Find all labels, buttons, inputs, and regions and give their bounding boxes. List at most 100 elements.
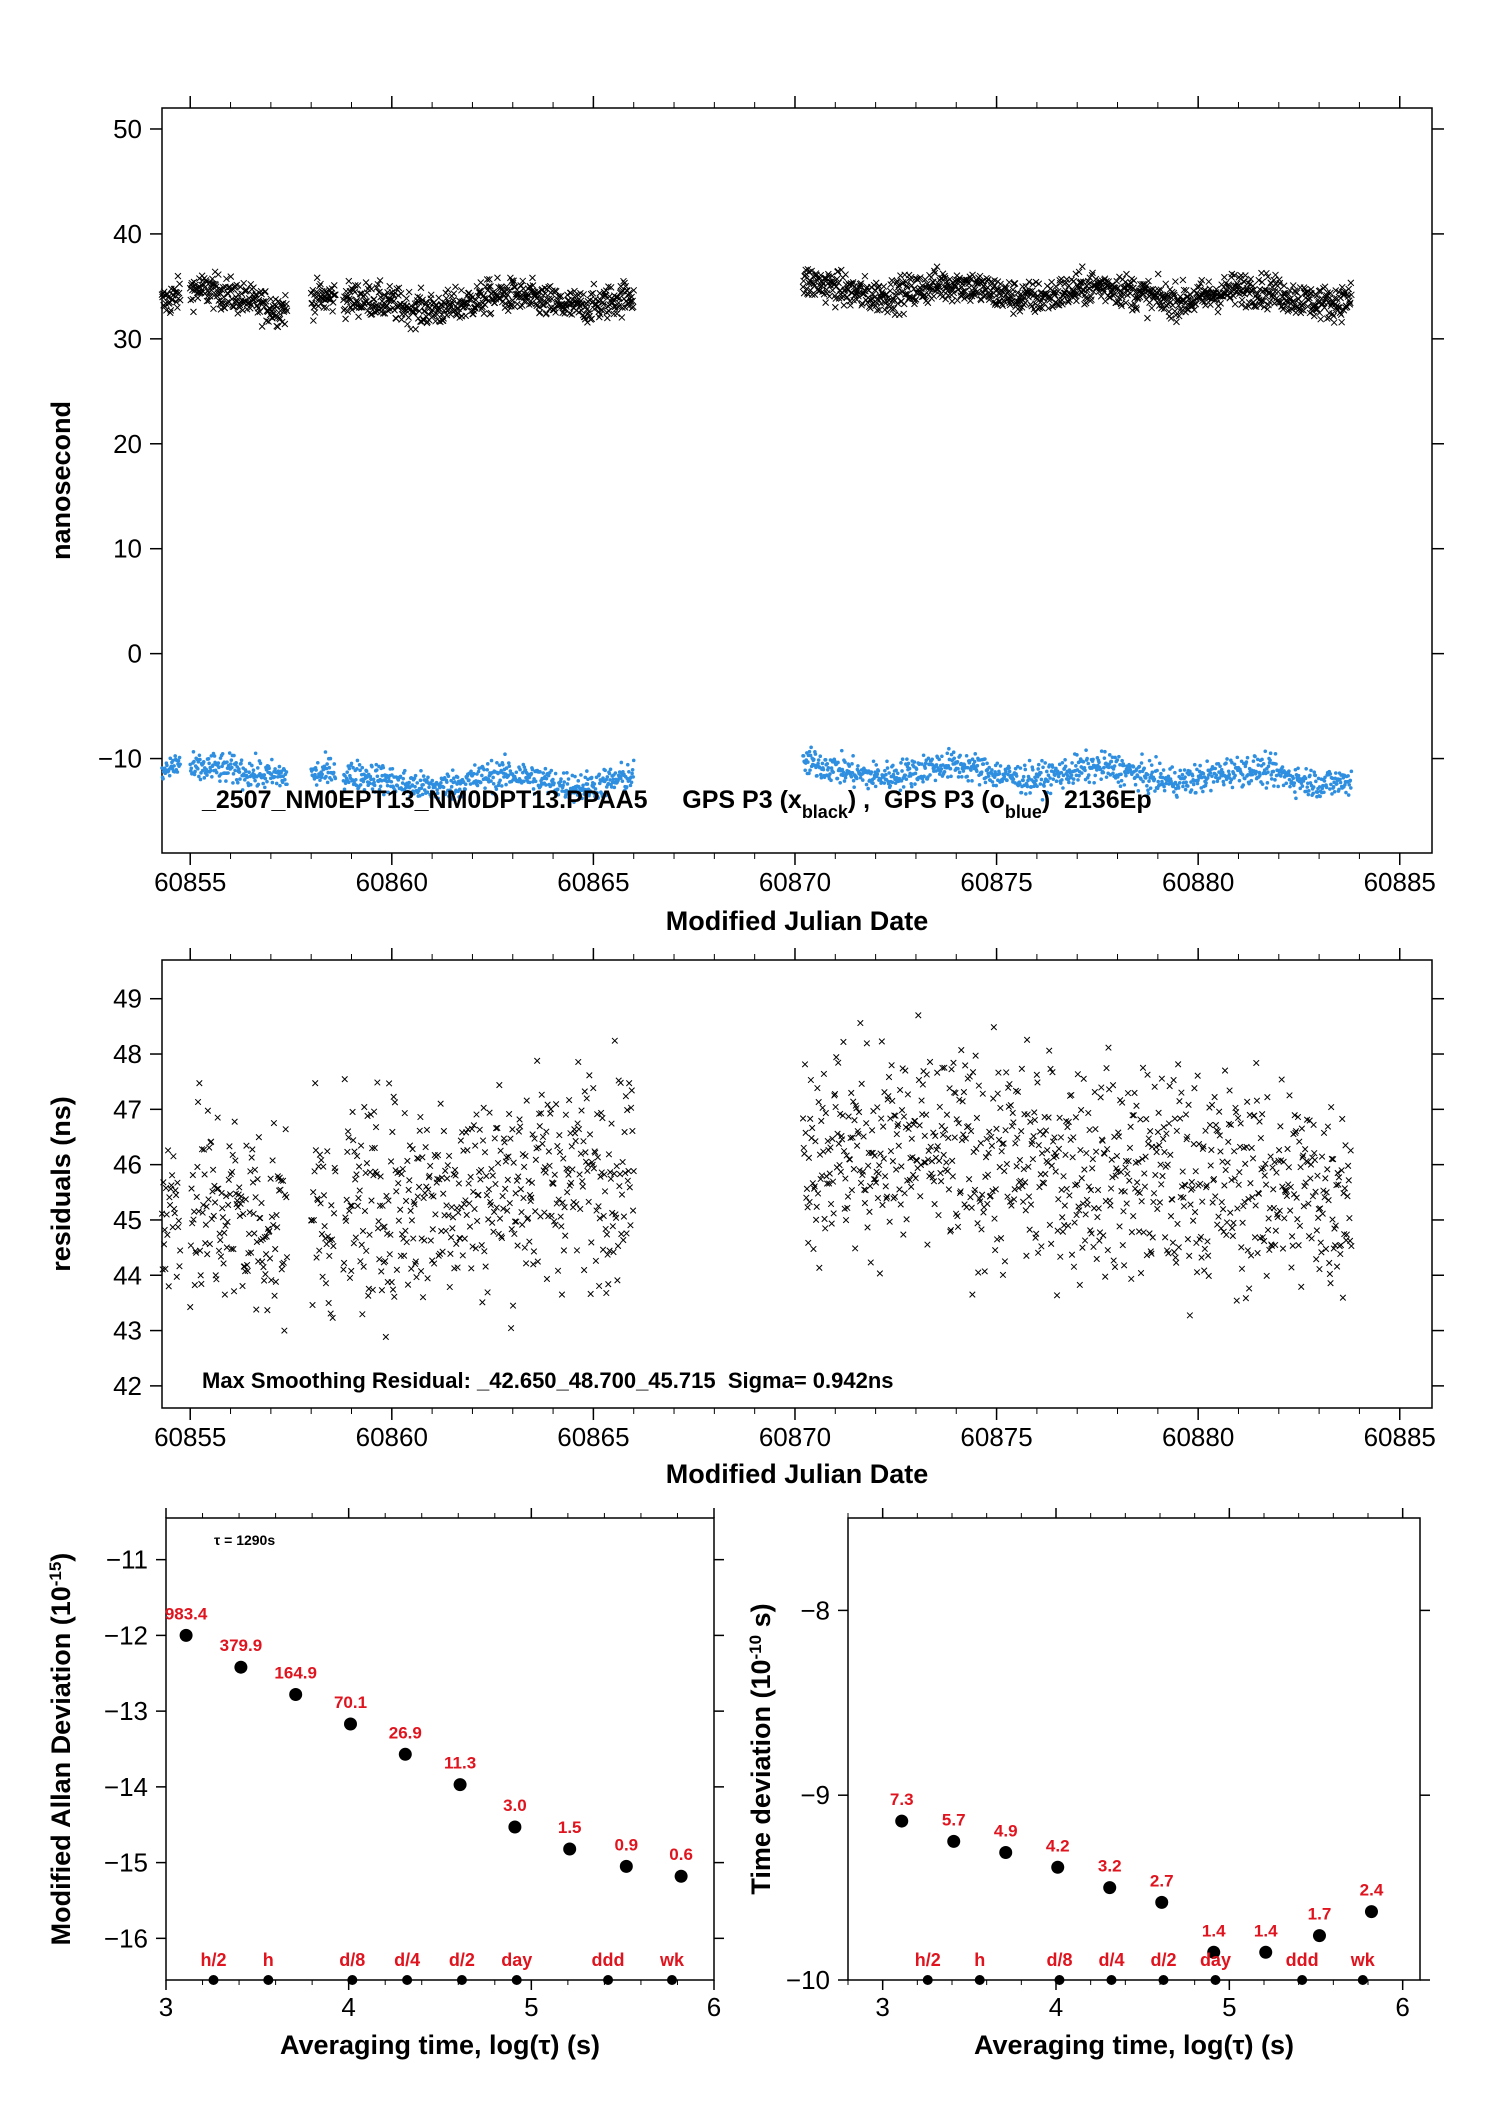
phase-point — [273, 767, 277, 771]
phase-point — [885, 759, 889, 764]
phase-point — [173, 754, 177, 758]
phase-point — [529, 771, 534, 776]
phase-point — [955, 759, 960, 764]
phase-point — [842, 271, 849, 278]
phase-point — [819, 772, 823, 777]
phase-point — [572, 292, 579, 299]
phase-point — [172, 764, 176, 768]
phase-point — [1014, 774, 1019, 778]
phase-point — [1167, 298, 1174, 306]
phase-point — [928, 773, 932, 777]
phase-point — [412, 305, 420, 313]
phase-point — [1089, 269, 1096, 277]
phase-point — [961, 287, 969, 295]
phase-point — [347, 296, 355, 304]
phase-point — [847, 301, 854, 309]
phase-point — [882, 781, 887, 785]
phase-point — [205, 297, 212, 305]
phase-point — [588, 315, 596, 323]
phase-point — [1112, 764, 1117, 768]
phase-point — [403, 768, 407, 773]
phase-point — [258, 290, 265, 298]
phase-point — [585, 769, 589, 773]
phase-point — [1268, 751, 1273, 756]
phase-point — [1175, 312, 1183, 320]
phase-point — [1057, 275, 1065, 283]
phase-point — [219, 284, 227, 291]
phase-point — [548, 295, 556, 303]
phase-point — [813, 752, 818, 756]
phase-point — [1069, 773, 1074, 777]
phase-point — [1191, 782, 1196, 787]
phase-point — [823, 758, 828, 762]
phase-point — [283, 307, 291, 315]
phase-point — [858, 301, 866, 309]
phase-ytick-label: −10 — [98, 744, 142, 774]
phase-point — [161, 776, 165, 781]
phase-point — [1132, 304, 1140, 312]
phase-point — [368, 781, 372, 786]
residuals-ytick-label: 42 — [113, 1371, 142, 1401]
phase-point — [1147, 758, 1152, 763]
phase-point — [326, 296, 334, 304]
phase-point — [1011, 280, 1019, 287]
phase-point — [360, 765, 365, 770]
phase-point — [1211, 780, 1216, 784]
phase-point — [370, 764, 374, 769]
phase-point — [510, 277, 517, 285]
phase-point — [255, 766, 260, 770]
phase-point — [1176, 786, 1181, 790]
phase-point — [1107, 753, 1112, 757]
phase-point — [1150, 770, 1155, 775]
phase-point — [173, 289, 181, 297]
phase-point — [187, 296, 195, 304]
phase-point — [987, 765, 992, 770]
phase-point — [1004, 288, 1012, 296]
phase-point — [371, 309, 379, 316]
phase-point — [1313, 773, 1318, 778]
phase-point — [191, 749, 196, 754]
phase-point — [501, 762, 505, 767]
phase-point — [836, 760, 840, 765]
phase-point — [1141, 285, 1149, 293]
phase-point — [937, 757, 941, 762]
phase-point — [1045, 304, 1052, 312]
phase-point — [1028, 791, 1032, 795]
phase-point — [423, 319, 431, 327]
phase-point — [529, 274, 536, 282]
phase-point — [1031, 290, 1038, 298]
phase-point — [1144, 314, 1151, 322]
phase-point — [1201, 771, 1206, 776]
phase-point — [967, 297, 974, 305]
phase-point — [1245, 755, 1250, 760]
phase-point — [403, 295, 410, 302]
phase-point — [320, 772, 324, 776]
phase-ytick-label: 50 — [113, 114, 142, 144]
phase-point — [1147, 779, 1151, 783]
phase-point — [353, 296, 361, 304]
phase-point — [1035, 280, 1043, 288]
phase-point — [1102, 756, 1107, 760]
phase-point — [427, 291, 435, 299]
phase-point — [942, 770, 947, 774]
phase-point — [631, 758, 636, 763]
phase-point — [484, 297, 492, 305]
phase-point — [1205, 278, 1213, 286]
phase-point — [1181, 784, 1185, 789]
phase-point — [1161, 768, 1166, 772]
phase-point — [535, 303, 543, 311]
phase-point — [986, 774, 991, 778]
phase-point — [497, 283, 505, 291]
phase-xtick-label: 60885 — [1364, 867, 1436, 897]
phase-point — [1300, 784, 1305, 788]
phase-point — [842, 779, 847, 783]
phase-point — [485, 762, 490, 766]
phase-point — [1256, 763, 1261, 767]
phase-axes: 60855 60860 60865 60870 60875 60880 60885−1001… — [46, 96, 1444, 936]
phase-point — [976, 272, 984, 280]
phase-point — [826, 292, 833, 300]
phase-point — [896, 289, 904, 296]
phase-point — [167, 773, 172, 778]
phase-point — [823, 289, 831, 297]
phase-point — [392, 315, 400, 322]
